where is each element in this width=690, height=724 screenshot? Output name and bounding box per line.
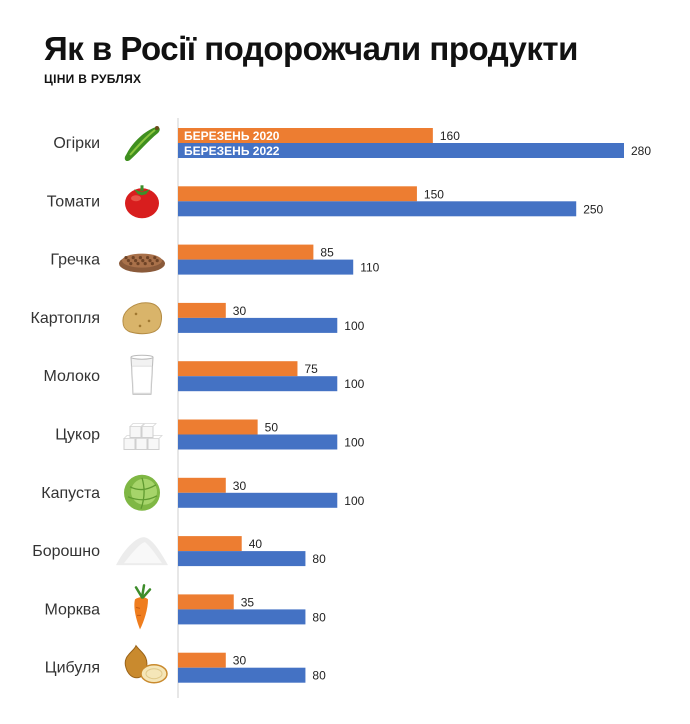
buckwheat-icon	[119, 253, 165, 273]
chart-subtitle: ЦІНИ В РУБЛЯХ	[44, 72, 142, 86]
value-label: 30	[233, 654, 247, 668]
bar-2020	[178, 302, 226, 318]
value-label: 110	[360, 261, 379, 275]
sugar-cubes-icon	[123, 423, 163, 450]
value-label: 75	[304, 362, 318, 376]
value-label: 160	[440, 129, 460, 143]
value-label: 80	[312, 669, 326, 683]
value-label: 250	[583, 202, 603, 216]
bar-2020	[178, 186, 417, 202]
value-label: 280	[631, 144, 651, 158]
category-label: Цукор	[55, 427, 100, 444]
value-label: 35	[241, 595, 255, 609]
value-label: 100	[344, 319, 364, 333]
bar-2022	[178, 317, 338, 333]
bar-2020	[178, 652, 226, 668]
value-label: 100	[344, 377, 364, 391]
bar-2022	[178, 667, 306, 683]
category-label: Молоко	[43, 368, 100, 385]
value-label: 80	[312, 610, 326, 624]
category-label: Морква	[44, 601, 100, 618]
bar-2022	[178, 492, 338, 508]
category-label: Цибуля	[45, 660, 100, 677]
category-label: Картопля	[31, 310, 100, 327]
onion-icon	[124, 644, 168, 684]
category-label: Огірки	[53, 135, 100, 152]
bar-2022	[178, 376, 338, 392]
value-label: 30	[233, 479, 247, 493]
bar-2020	[178, 536, 242, 552]
value-label: 150	[424, 187, 444, 201]
cucumber-icon	[124, 126, 160, 162]
bar-2022	[178, 143, 624, 158]
value-label: 100	[344, 494, 364, 508]
category-label: Капуста	[41, 485, 100, 502]
tomato-icon	[125, 185, 159, 219]
milk-glass-icon	[130, 354, 154, 395]
bar-2022	[178, 201, 577, 217]
value-label: 85	[320, 246, 334, 260]
legend-label-2020: БЕРЕЗЕНЬ 2020	[184, 129, 280, 143]
bar-2022	[178, 259, 354, 275]
value-label: 40	[249, 537, 263, 551]
flour-icon	[116, 537, 168, 566]
bar-2020	[178, 128, 433, 143]
bar-2022	[178, 551, 306, 567]
value-label: 50	[265, 421, 279, 435]
bar-2020	[178, 361, 298, 377]
bar-2022	[178, 434, 338, 450]
bar-2022	[178, 609, 306, 625]
category-label: Гречка	[50, 252, 100, 269]
value-label: 80	[312, 552, 326, 566]
potato-icon	[122, 302, 162, 335]
value-label: 100	[344, 436, 364, 450]
bar-2020	[178, 594, 234, 610]
value-label: 30	[233, 304, 247, 318]
bar-2020	[178, 244, 314, 260]
cabbage-icon	[124, 474, 160, 511]
chart-title: Як в Росії подорожчали продукти	[44, 30, 578, 67]
carrot-icon	[134, 584, 152, 630]
bar-2020	[178, 419, 258, 435]
bar-2020	[178, 477, 226, 493]
category-label: Томати	[47, 193, 100, 210]
category-label: Борошно	[32, 543, 100, 560]
legend-label-2022: БЕРЕЗЕНЬ 2022	[184, 144, 280, 158]
